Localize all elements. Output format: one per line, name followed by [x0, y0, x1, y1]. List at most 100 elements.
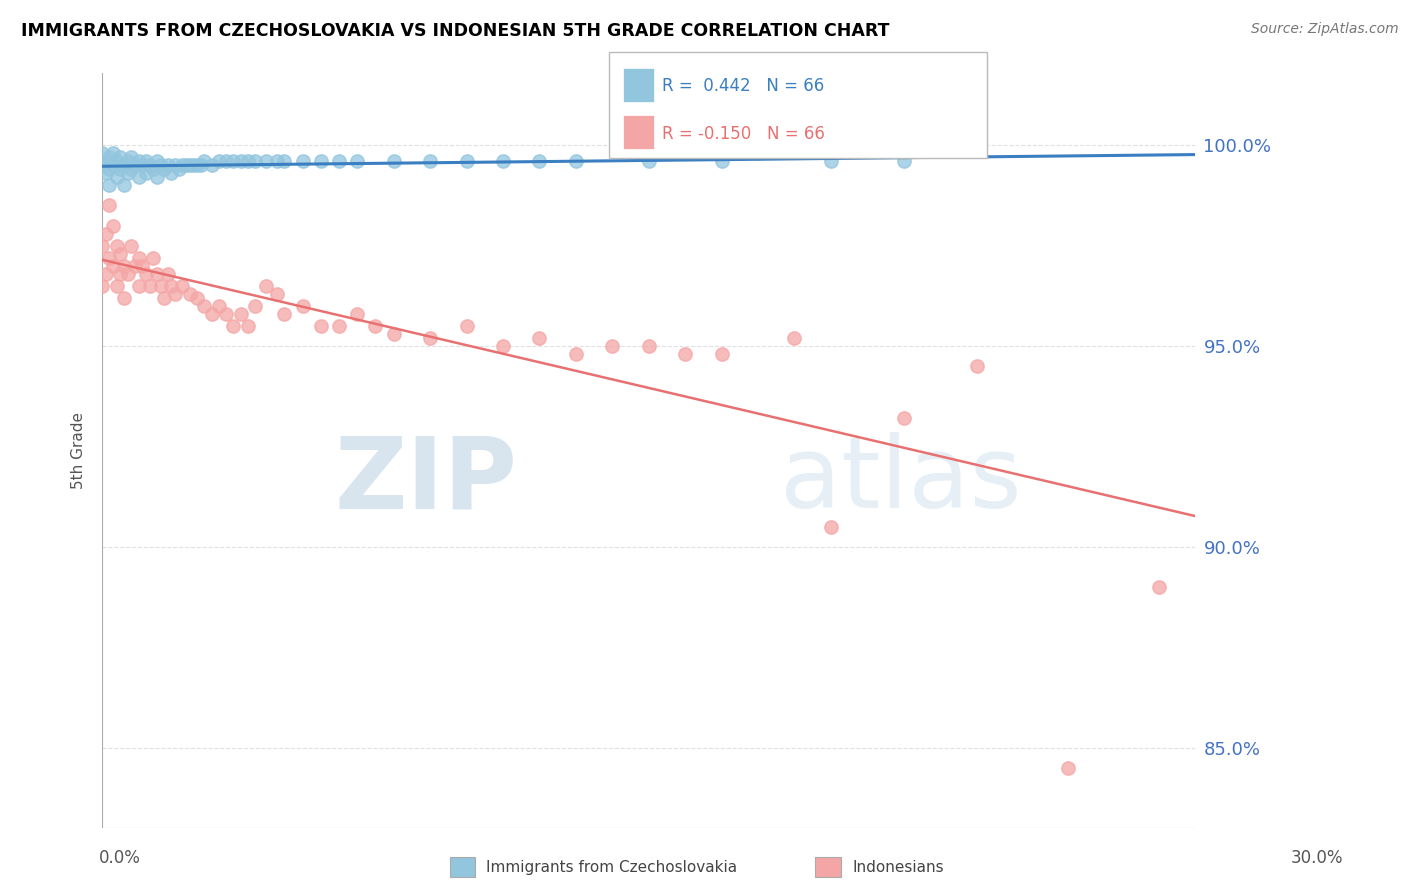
Point — [200, 158, 222, 172]
Point — [222, 318, 245, 333]
Point — [167, 162, 190, 177]
Point — [364, 318, 387, 333]
Point — [124, 158, 146, 172]
Point — [98, 150, 121, 164]
Point — [172, 278, 194, 293]
Point — [254, 154, 277, 169]
Point — [98, 198, 121, 212]
Point — [456, 154, 478, 169]
Point — [153, 162, 176, 177]
Point — [966, 359, 988, 373]
Point — [419, 154, 441, 169]
Point — [229, 307, 252, 321]
Point — [193, 154, 215, 169]
Text: IMMIGRANTS FROM CZECHOSLOVAKIA VS INDONESIAN 5TH GRADE CORRELATION CHART: IMMIGRANTS FROM CZECHOSLOVAKIA VS INDONE… — [21, 22, 890, 40]
Text: Immigrants from Czechoslovakia: Immigrants from Czechoslovakia — [486, 860, 738, 874]
Point — [101, 219, 124, 233]
Point — [273, 154, 295, 169]
Point — [820, 154, 842, 169]
Point — [142, 251, 165, 265]
Point — [181, 158, 204, 172]
Point — [94, 267, 117, 281]
Point — [149, 278, 172, 293]
Point — [172, 158, 194, 172]
Point — [179, 158, 201, 172]
Point — [215, 307, 238, 321]
Text: Source: ZipAtlas.com: Source: ZipAtlas.com — [1251, 22, 1399, 37]
Point — [222, 154, 245, 169]
Point — [101, 146, 124, 161]
Point — [637, 339, 659, 353]
Point — [110, 267, 132, 281]
Point — [91, 158, 114, 172]
Point — [179, 286, 201, 301]
Text: 30.0%: 30.0% — [1291, 849, 1343, 867]
Point — [105, 278, 128, 293]
Text: R =  0.442   N = 66: R = 0.442 N = 66 — [662, 78, 824, 95]
Point — [186, 291, 208, 305]
Point — [146, 267, 169, 281]
Point — [138, 278, 160, 293]
Point — [124, 259, 146, 273]
Point — [245, 154, 267, 169]
Point — [266, 286, 288, 301]
Point — [112, 158, 135, 172]
Point — [328, 318, 350, 333]
Point — [565, 347, 588, 361]
Point — [120, 162, 142, 177]
Point — [160, 166, 183, 180]
Point — [120, 150, 142, 164]
Point — [91, 146, 114, 161]
Text: Indonesians: Indonesians — [852, 860, 943, 874]
Point — [200, 307, 222, 321]
Point — [94, 166, 117, 180]
Point — [266, 154, 288, 169]
Point — [156, 158, 179, 172]
Point — [101, 259, 124, 273]
Point — [273, 307, 295, 321]
Point — [117, 267, 139, 281]
Point — [117, 154, 139, 169]
Point — [110, 150, 132, 164]
Point — [529, 154, 551, 169]
Point — [346, 154, 368, 169]
Point — [820, 520, 842, 534]
Point — [346, 307, 368, 321]
Point — [138, 158, 160, 172]
Point — [91, 238, 114, 252]
Point — [783, 331, 806, 345]
Point — [229, 154, 252, 169]
Point — [110, 162, 132, 177]
Point — [236, 154, 259, 169]
Point — [101, 158, 124, 172]
Point — [94, 154, 117, 169]
Point — [110, 246, 132, 260]
Text: 0.0%: 0.0% — [98, 849, 141, 867]
Point — [419, 331, 441, 345]
Point — [291, 299, 314, 313]
Point — [236, 318, 259, 333]
Point — [492, 339, 515, 353]
Point — [492, 154, 515, 169]
Point — [254, 278, 277, 293]
Text: R = -0.150   N = 66: R = -0.150 N = 66 — [662, 125, 825, 143]
Point — [565, 154, 588, 169]
Point — [291, 154, 314, 169]
Point — [165, 158, 187, 172]
Point — [174, 158, 197, 172]
Point — [245, 299, 267, 313]
Point — [142, 162, 165, 177]
Text: atlas: atlas — [780, 432, 1022, 529]
Point — [382, 154, 405, 169]
Point — [193, 299, 215, 313]
Point — [1056, 761, 1078, 775]
Point — [208, 299, 231, 313]
Point — [710, 154, 733, 169]
Y-axis label: 5th Grade: 5th Grade — [72, 412, 86, 489]
Point — [135, 166, 157, 180]
Point — [98, 251, 121, 265]
Point — [117, 166, 139, 180]
Point — [747, 146, 769, 161]
Point — [120, 238, 142, 252]
Point — [186, 158, 208, 172]
